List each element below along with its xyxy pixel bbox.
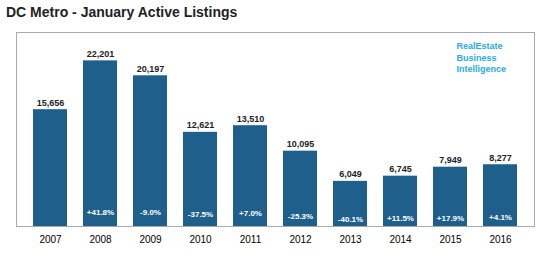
html-text:DC Metro - January Active List: DC Metro - January Active Listings bbox=[6, 4, 238, 20]
svg-text:+7.0%: +7.0% bbox=[239, 209, 262, 218]
svg-text:2010: 2010 bbox=[189, 234, 212, 245]
svg-text:-25.3%: -25.3% bbox=[288, 212, 313, 221]
svg-text:7,949: 7,949 bbox=[439, 155, 462, 165]
svg-text:2016: 2016 bbox=[489, 234, 512, 245]
svg-text:2007: 2007 bbox=[39, 234, 62, 245]
svg-text:8,277: 8,277 bbox=[489, 153, 512, 163]
svg-text:2009: 2009 bbox=[139, 234, 162, 245]
svg-text:13,510: 13,510 bbox=[237, 114, 265, 124]
svg-text:20,197: 20,197 bbox=[137, 64, 165, 74]
svg-text:6,745: 6,745 bbox=[389, 164, 412, 174]
svg-text:15,656: 15,656 bbox=[37, 98, 65, 108]
svg-text:12,621: 12,621 bbox=[187, 120, 215, 130]
svg-text:+4.1%: +4.1% bbox=[489, 213, 512, 222]
svg-text:+17.9%: +17.9% bbox=[437, 214, 464, 223]
svg-text:-37.5%: -37.5% bbox=[188, 210, 213, 219]
svg-text:6,049: 6,049 bbox=[339, 169, 362, 179]
svg-text:2014: 2014 bbox=[389, 234, 412, 245]
svg-text:-9.0%: -9.0% bbox=[140, 208, 161, 217]
svg-text:10,095: 10,095 bbox=[287, 139, 315, 149]
svg-text:2013: 2013 bbox=[339, 234, 362, 245]
svg-text:2008: 2008 bbox=[89, 234, 112, 245]
svg-text:RealEstateBusinessIntelligence: RealEstateBusinessIntelligence bbox=[457, 41, 507, 74]
svg-text:2015: 2015 bbox=[439, 234, 462, 245]
svg-text:+41.8%: +41.8% bbox=[87, 208, 114, 217]
svg-text:+11.5%: +11.5% bbox=[387, 214, 414, 223]
svg-text:2011: 2011 bbox=[240, 234, 262, 245]
svg-text:-40.1%: -40.1% bbox=[338, 215, 363, 224]
svg-text:22,201: 22,201 bbox=[87, 49, 115, 59]
svg-text:2012: 2012 bbox=[289, 234, 312, 245]
